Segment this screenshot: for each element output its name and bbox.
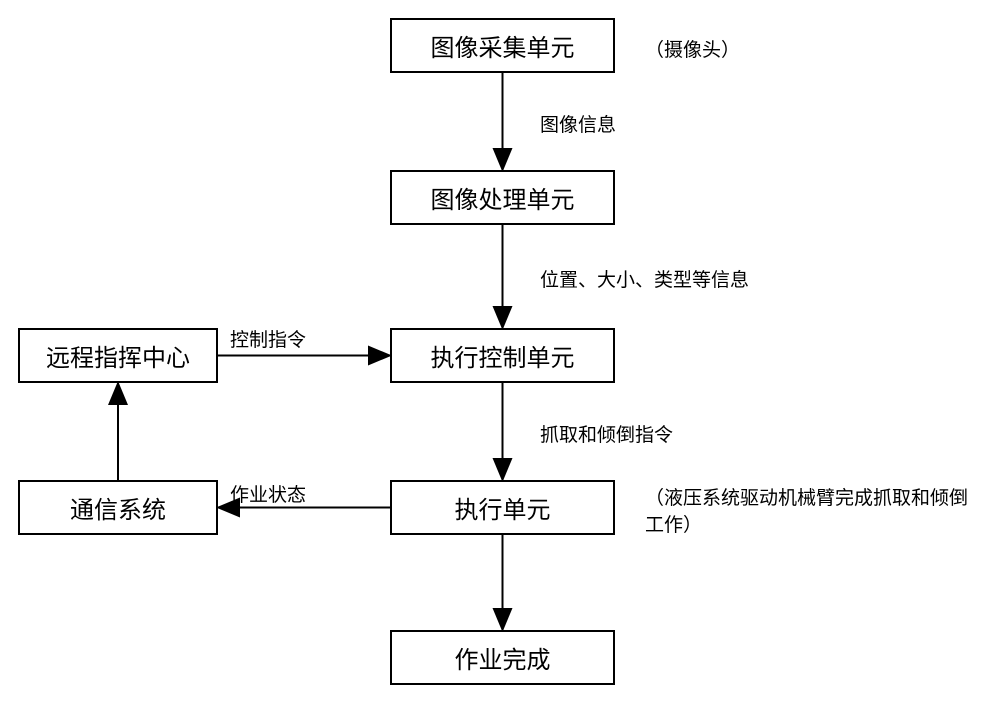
arrows-layer: [0, 0, 1000, 712]
